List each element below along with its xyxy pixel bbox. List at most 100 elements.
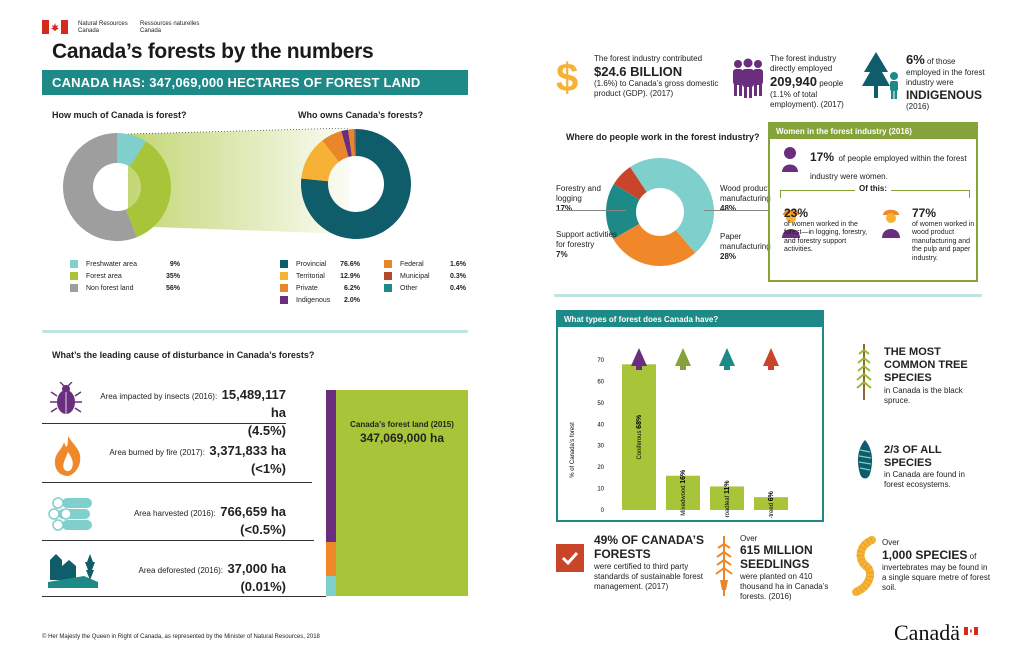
tree-icon-3: [763, 348, 779, 370]
legend-provincial: Provincial 76.6%: [280, 258, 360, 270]
land-banner: CANADA HAS: 347,069,000 HECTARES OF FORE…: [42, 70, 468, 95]
category-label-2: Broadleaf 11%: [724, 480, 731, 518]
disturbance-harvested: Area harvested (2016): 766,659 ha (<0.5%…: [133, 504, 286, 537]
own-slice-4: [348, 129, 355, 157]
forest-share-donut: [62, 133, 171, 241]
logs-icon: [48, 494, 94, 539]
work-slice-1: [613, 167, 647, 200]
share-slice-0: [117, 133, 146, 167]
disturbance-deforested: Area deforested (2016): 37,000 ha (0.01%…: [138, 561, 287, 594]
legend-private: Private 6.2%: [280, 282, 360, 294]
legend-indigenous: Indigenous 2.0%: [280, 294, 360, 306]
own-slice-5: [353, 129, 356, 157]
copyright: © Her Majesty the Queen in Right of Cana…: [42, 634, 320, 640]
gdp-fact: The forest industry contributed $24.6 BI…: [594, 54, 719, 98]
work-donut: [606, 157, 715, 266]
ownership-legend-a: Provincial 76.6% Territorial 12.9% Private…: [280, 258, 360, 306]
forest-land-box-label: Canada’s forest land (2015): [350, 420, 454, 429]
employment-fact: The forest industry directly employed 20…: [770, 54, 844, 110]
work-support: Support activities for forestry 7%: [556, 230, 617, 259]
y-tick-label: 20: [597, 465, 604, 471]
certified-fact: 49% OF CANADA’S FORESTS were certified t…: [594, 533, 705, 591]
work-logging: Forestry and logging 17%: [556, 184, 601, 213]
forest-land-box: Canada’s forest land (2015) 347,069,000 …: [336, 390, 468, 596]
work-logging-line: [556, 210, 626, 211]
legend-forest-area: Forest area 35%: [70, 270, 180, 282]
y-axis-label: % of Canada’s forest: [570, 422, 576, 478]
work-paper: Paper manufacturing 28%: [720, 232, 771, 261]
line-harvested: [42, 540, 314, 541]
canada-flag-icon: [42, 20, 68, 34]
disturbance-stack: [326, 390, 336, 596]
bar-0: [622, 364, 656, 510]
ownership-donut: [301, 129, 411, 239]
line-insects: [42, 423, 286, 424]
women-manufacturing: 77% of women worked in wood product manu…: [912, 206, 975, 262]
nrcan-fr: Ressources naturelles Canada: [140, 21, 200, 35]
tree-icon-1: [675, 348, 691, 370]
category-label-1: Mixedwood 16%: [680, 469, 687, 516]
category-label-3: Temporarily non-treed 6%: [768, 490, 775, 518]
forest-types-chart: % of Canada’s forest 0 10 20 30 40 50 60 70 Conif…: [570, 348, 788, 518]
work-slice-0: [606, 184, 640, 239]
dollar-icon: $: [556, 56, 579, 100]
legend-other: Other 0.4%: [384, 282, 466, 294]
worker-icon-a: [780, 206, 802, 243]
forest-share-heading: How much of Canada is forest?: [52, 110, 187, 120]
nrcan-en: Natural Resources Canada: [78, 21, 128, 35]
work-slice-3: [613, 224, 696, 266]
line-fire: [42, 482, 312, 483]
forest-land-box-value: 347,069,000 ha: [359, 431, 445, 445]
legend-municipal: Municipal 0.3%: [384, 270, 466, 282]
invertebrates-fact: Over 1,000 SPECIES of invertebrates may …: [882, 538, 991, 592]
y-tick-label: 40: [597, 422, 604, 428]
work-slice-2: [630, 157, 715, 253]
people-icon: [730, 58, 766, 103]
own-slice-3: [341, 129, 352, 158]
share-slice-1: [125, 141, 171, 238]
own-slice-2: [322, 130, 349, 162]
worker-icon-b: [880, 206, 902, 243]
wordmark-flag-icon: [964, 622, 978, 635]
spruce-icon: [856, 344, 872, 405]
forest-share-legend: Freshwater area 9% Forest area 35% Non for…: [70, 258, 180, 294]
certified-checkbox-icon: [556, 544, 584, 572]
canada-wordmark: Canadä: [894, 620, 960, 645]
women-main: 17% of people employed within the forest…: [810, 150, 967, 181]
y-tick-label: 0: [601, 508, 605, 514]
spruce-fact: THE MOST COMMON TREE SPECIES in Canada i…: [884, 346, 968, 405]
bar-1: [666, 475, 700, 510]
forest-types-heading: What types of forest does Canada have?: [558, 312, 822, 327]
cone-icon: [856, 440, 874, 489]
y-tick-label: 50: [597, 401, 604, 407]
disturbance-insects: Area impacted by insects (2016): 15,489,…: [100, 387, 286, 438]
seedlings-fact: Over 615 MILLION SEEDLINGS were planted …: [740, 534, 829, 601]
bar-2: [710, 486, 744, 510]
woman-icon: [780, 146, 800, 177]
disturbance-heading: What’s the leading cause of disturbance …: [52, 350, 315, 360]
own-slice-6: [354, 129, 356, 157]
bar-3: [754, 497, 788, 510]
zoom-connector: [127, 128, 351, 234]
women-forest: 23% of women worked in the forest—in log…: [784, 206, 868, 254]
divider-right: [554, 294, 982, 297]
line-deforested: [42, 596, 326, 597]
farm-icon: [48, 552, 100, 593]
ownership-heading: Who owns Canada’s forests?: [298, 110, 424, 120]
insects-icon: [50, 381, 82, 421]
women-panel: Women in the forest industry (2016): [768, 122, 978, 282]
tree-person-icon: [862, 52, 902, 105]
legend-freshwater: Freshwater area 9%: [70, 258, 180, 270]
tree-icon-2: [719, 348, 735, 370]
y-tick-label: 10: [597, 487, 604, 493]
work-heading: Where do people work in the forest indus…: [566, 132, 760, 142]
tree-icon-0: [631, 348, 647, 370]
divider: [42, 330, 468, 333]
fire-icon: [52, 436, 84, 481]
page-title: Canada’s forests by the numbers: [52, 40, 374, 63]
worm-icon: [848, 536, 880, 601]
own-slice-0: [301, 129, 411, 239]
work-wood-line: [704, 210, 768, 211]
y-tick-label: 30: [597, 444, 604, 450]
ownership-legend-b: Federal 1.6% Municipal 0.3% Other 0.4%: [384, 258, 466, 294]
